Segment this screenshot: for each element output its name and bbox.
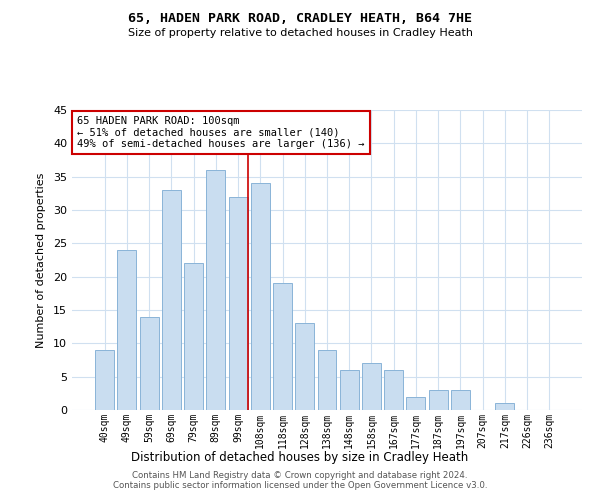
Y-axis label: Number of detached properties: Number of detached properties [36,172,46,348]
Text: 65 HADEN PARK ROAD: 100sqm
← 51% of detached houses are smaller (140)
49% of sem: 65 HADEN PARK ROAD: 100sqm ← 51% of deta… [77,116,365,149]
Text: Size of property relative to detached houses in Cradley Heath: Size of property relative to detached ho… [128,28,473,38]
Bar [206,170,225,410]
Bar [95,350,114,410]
Bar [251,184,270,410]
Bar [317,350,337,410]
Bar [340,370,359,410]
Bar [229,196,248,410]
Bar [140,316,158,410]
Bar [118,250,136,410]
Bar [496,404,514,410]
Text: 65, HADEN PARK ROAD, CRADLEY HEATH, B64 7HE: 65, HADEN PARK ROAD, CRADLEY HEATH, B64 … [128,12,472,26]
Bar [406,396,425,410]
Bar [429,390,448,410]
Text: Distribution of detached houses by size in Cradley Heath: Distribution of detached houses by size … [131,451,469,464]
Bar [362,364,381,410]
Bar [184,264,203,410]
Bar [295,324,314,410]
Bar [451,390,470,410]
Bar [384,370,403,410]
Text: Contains HM Land Registry data © Crown copyright and database right 2024.
Contai: Contains HM Land Registry data © Crown c… [113,470,487,490]
Bar [273,284,292,410]
Bar [162,190,181,410]
